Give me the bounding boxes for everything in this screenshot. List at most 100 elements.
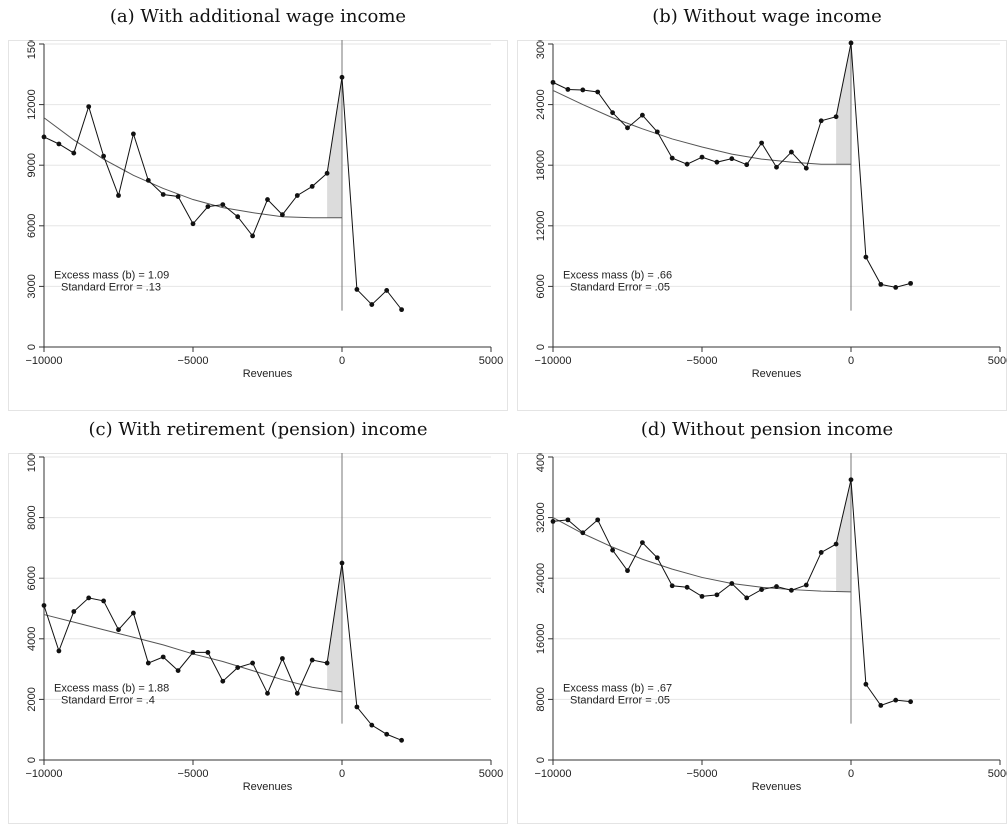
data-point: [160, 654, 166, 660]
excess-mass-area: [327, 563, 342, 692]
x-tick-label: −5000: [178, 768, 209, 780]
data-point: [399, 307, 404, 313]
chart-title: (d) Without pension income: [640, 419, 894, 440]
data-point: [818, 118, 824, 124]
y-tick-label: 6000: [26, 566, 38, 590]
data-point: [774, 164, 779, 170]
annotation-excess-mass: Excess mass (b) = 1.88: [54, 682, 169, 694]
data-point: [550, 79, 556, 85]
data-point: [56, 141, 62, 147]
data-point: [250, 660, 256, 666]
outer-border: [8, 40, 508, 411]
excess-mass-area: [836, 479, 851, 592]
data-point: [580, 530, 586, 536]
data-point: [71, 150, 77, 156]
y-tick-label: 0: [535, 757, 547, 763]
y-tick-label: 32000: [535, 502, 547, 533]
y-tick-label: 8000: [535, 687, 547, 711]
data-point: [294, 193, 300, 198]
x-tick-label: 0: [848, 768, 854, 780]
y-tick-label: 40000: [535, 453, 547, 472]
data-point: [565, 87, 571, 92]
data-point: [654, 555, 660, 561]
data-point: [369, 302, 375, 307]
annotation-excess-mass: Excess mass (b) = .66: [563, 269, 672, 281]
fitted-curve: [552, 90, 851, 165]
data-point: [265, 197, 270, 202]
data-point: [250, 233, 256, 239]
chart-plot: 0 3000 6000 9000 12000 15000 −10000 −5000 0 5000 R…: [8, 40, 508, 411]
data-point: [565, 517, 571, 523]
data-point: [399, 737, 404, 743]
data-point: [205, 204, 211, 210]
data-point: [175, 194, 181, 199]
data-point: [610, 110, 615, 116]
data-point: [131, 610, 136, 616]
data-point: [833, 114, 839, 120]
data-point: [384, 288, 390, 293]
data-point: [339, 74, 345, 80]
data-point: [71, 609, 77, 614]
excess-mass-area: [836, 42, 851, 165]
data-point: [833, 541, 839, 547]
data-point: [848, 40, 854, 46]
data-point: [893, 697, 899, 703]
data-point: [669, 155, 675, 161]
data-point: [324, 170, 330, 176]
data-point: [669, 583, 675, 589]
data-point: [205, 650, 211, 655]
x-tick-label: −10000: [534, 768, 571, 780]
y-tick-label: 4000: [26, 627, 38, 651]
data-point: [759, 140, 764, 146]
data-point: [863, 681, 869, 687]
chart-title: (a) With additional wage income: [109, 6, 407, 27]
fitted-curve: [43, 117, 342, 219]
data-point: [699, 154, 705, 160]
data-point: [280, 212, 285, 218]
data-point: [220, 202, 226, 207]
data-point: [640, 112, 645, 118]
series-line: [43, 562, 402, 741]
data-point: [550, 518, 556, 524]
data-point: [339, 560, 345, 566]
data-point: [878, 281, 884, 287]
data-point: [803, 582, 809, 588]
data-point: [744, 162, 750, 168]
chart-title: (c) With retirement (pension) income: [88, 419, 428, 440]
data-point: [280, 656, 285, 661]
data-point: [729, 156, 735, 162]
x-tick-label: 5000: [479, 355, 503, 367]
y-tick-label: 3000: [26, 274, 38, 298]
data-point: [41, 134, 47, 140]
y-tick-label: 12000: [535, 211, 547, 242]
y-tick-label: 24000: [535, 89, 547, 120]
data-point: [580, 87, 586, 93]
x-tick-label: 5000: [479, 768, 503, 780]
x-tick-label: −5000: [687, 768, 718, 780]
data-point: [220, 678, 226, 684]
data-point: [848, 477, 854, 483]
x-tick-label: 0: [339, 768, 345, 780]
annotation-standard-error: Standard Error = .05: [570, 694, 670, 706]
y-tick-label: 0: [535, 344, 547, 350]
annotation-standard-error: Standard Error = .05: [570, 281, 670, 293]
data-point: [86, 104, 92, 110]
data-point: [803, 165, 809, 171]
x-tick-label: −5000: [687, 355, 718, 367]
data-point: [684, 584, 690, 590]
data-point: [384, 731, 390, 737]
y-tick-label: 16000: [535, 624, 547, 655]
y-tick-label: 18000: [535, 150, 547, 181]
outer-border: [8, 453, 508, 824]
y-tick-label: 12000: [26, 89, 38, 120]
chart-plot: 0 2000 4000 6000 8000 10000 −10000 −5000 0 5000 Re…: [8, 453, 508, 824]
y-tick-label: 15000: [26, 40, 38, 59]
data-point: [56, 648, 62, 654]
data-point: [160, 192, 166, 197]
data-point: [309, 184, 315, 189]
data-point: [145, 660, 151, 666]
data-point: [101, 153, 106, 159]
chart-title: (b) Without wage income: [652, 6, 882, 27]
data-point: [625, 568, 630, 574]
data-point: [684, 161, 690, 167]
